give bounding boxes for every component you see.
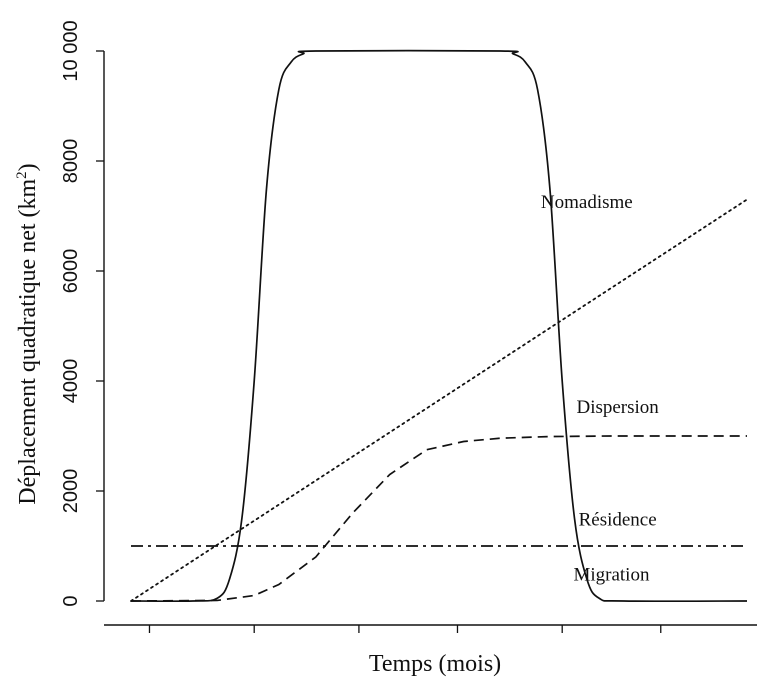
y-tick-label: 4000 <box>60 359 82 404</box>
series-group <box>130 49 748 603</box>
y-ticks: 0 2000 4000 6000 8000 10 000 <box>60 20 104 607</box>
series-label: Résidence <box>579 510 657 531</box>
y-axis-title-superscript: 2 <box>14 171 30 179</box>
series-label: Migration <box>573 565 649 586</box>
y-axis-title-main: Déplacement quadratique net (km <box>15 178 41 504</box>
y-axis-title-close: ) <box>15 163 41 171</box>
y-tick-label: 0 <box>60 595 82 606</box>
series-line-dispersion <box>130 435 747 602</box>
annotation-group: Nomadisme Dispersion Résidence Migration <box>541 192 659 586</box>
y-tick-label: 6000 <box>60 249 82 294</box>
x-axis-title: Temps (mois) <box>369 651 501 677</box>
series-label: Nomadisme <box>541 192 633 213</box>
y-tick-label: 10 000 <box>60 20 82 81</box>
series-line-migration <box>130 49 748 603</box>
y-tick-label: 8000 <box>60 139 82 184</box>
series-line-nomadisme <box>130 198 748 602</box>
series-label: Dispersion <box>576 397 659 418</box>
x-ticks <box>148 625 662 633</box>
y-tick-label: 2000 <box>60 469 82 514</box>
y-axis-title: Déplacement quadratique net (km2) <box>14 163 41 504</box>
